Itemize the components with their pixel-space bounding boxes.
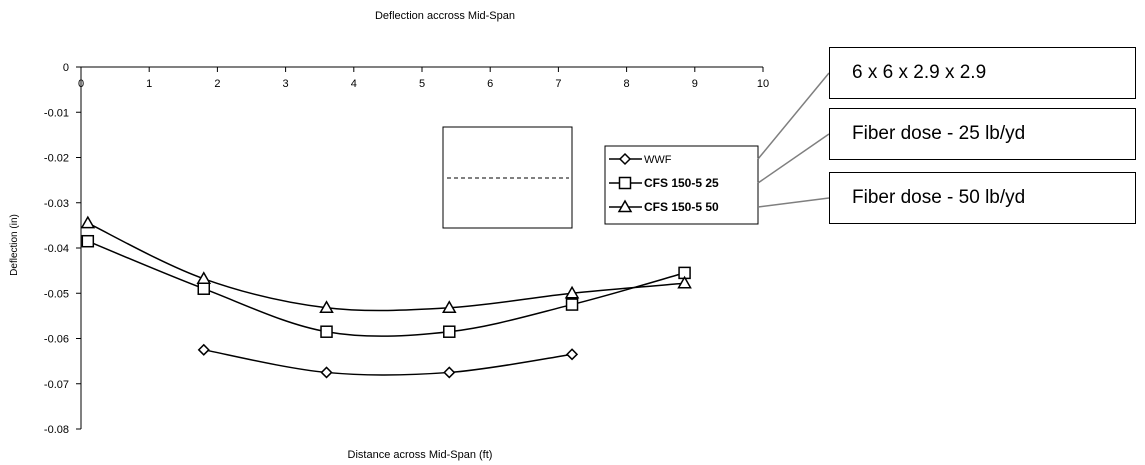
y-tick-label: -0.02 [44,153,69,165]
data-point [443,325,456,338]
callout-leader [757,72,830,160]
legend-marker [618,176,632,190]
data-point [319,300,334,313]
callout-fiber-25: Fiber dose - 25 lb/yd [829,108,1136,160]
data-point [320,325,333,338]
legend: WWF CFS 150-5 25 CFS 150-5 50 [604,145,759,225]
y-tick-label: -0.01 [44,107,69,119]
data-point [443,366,456,379]
legend-label: CFS 150-5 25 [644,176,719,190]
legend-label: WWF [644,154,672,166]
x-axis-label: Distance across Mid-Span (ft) [348,449,493,461]
callout-leader [757,197,830,208]
legend-marker [617,199,633,213]
callout-mesh-text: 6 x 6 x 2.9 x 2.9 [852,62,987,83]
x-tick-label: 7 [555,78,561,90]
data-point [196,271,212,285]
x-tick-label: 8 [624,78,630,90]
series-diamond [197,343,579,379]
x-tick-label: 1 [146,78,152,90]
callout-fiber-50-text: Fiber dose - 50 lb/yd [852,187,1026,208]
x-tick-label: 6 [487,78,493,90]
callout-leaders [757,72,830,208]
x-tick-label: 2 [214,78,220,90]
data-point [80,215,96,229]
y-tick-label: -0.05 [44,288,69,300]
x-tick-label: 4 [351,78,357,90]
data-point [81,234,95,248]
series-line [87,240,685,337]
callout-mesh: 6 x 6 x 2.9 x 2.9 [829,47,1136,99]
x-tick-label: 3 [283,78,289,90]
data-point [441,300,457,313]
data-point [565,348,579,361]
x-tick-label: 9 [692,78,698,90]
y-tick-label: -0.04 [44,243,69,255]
callout-fiber-50: Fiber dose - 50 lb/yd [829,172,1136,224]
series-layer [80,215,692,379]
data-point [320,366,333,379]
series-square [81,234,691,338]
y-axis-label: Deflection (in) [9,214,20,276]
axes: 0 1 2 3 4 5 6 7 8 9 10 0 -0.01 -0.02 -0.03 -0.04 -0.05 -0… [44,62,769,436]
y-tick-label: -0.03 [44,198,69,210]
y-tick-label: 0 [63,62,69,74]
data-point [197,282,211,295]
data-point [677,275,692,289]
data-point [565,298,579,311]
callout-fiber-25-text: Fiber dose - 25 lb/yd [852,123,1026,144]
series-triangle [80,215,692,313]
x-tick-label: 10 [757,78,769,90]
data-point [197,343,210,356]
x-tick-label: 5 [419,78,425,90]
series-line [87,222,685,312]
y-tick-label: -0.08 [44,424,69,436]
chart-title: Deflection accross Mid-Span [375,10,515,22]
y-tick-label: -0.06 [44,334,69,346]
legend-marker [618,152,632,166]
x-tick-label: 0 [78,78,84,90]
data-point [564,285,580,299]
legend-label: CFS 150-5 50 [644,200,719,214]
callout-leader [757,133,830,184]
series-line [203,349,573,376]
y-tick-label: -0.07 [44,379,69,391]
